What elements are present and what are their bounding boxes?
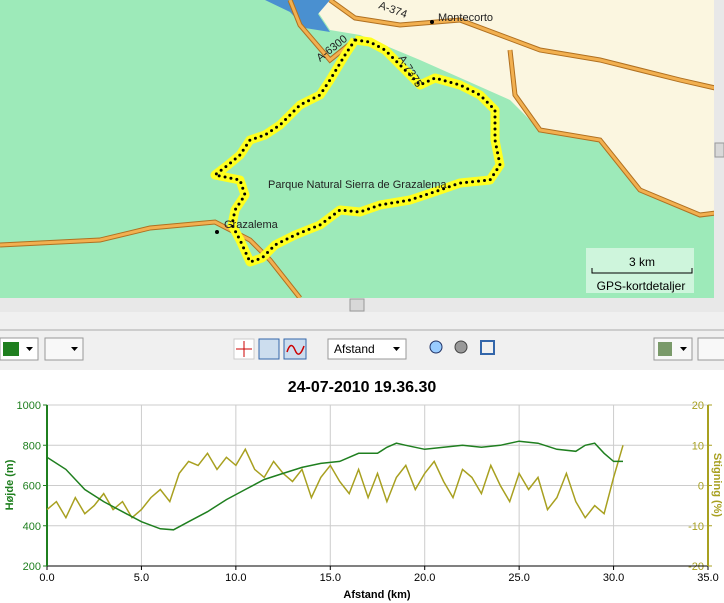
x-tick-label: 10.0 <box>225 572 246 584</box>
y2-tick-label: -10 <box>688 521 704 533</box>
x-tick-label: 30.0 <box>603 572 624 584</box>
y-tick-label: 400 <box>23 521 41 533</box>
y-axis-label: Højde (m) <box>4 459 16 510</box>
y2-tick-label: -20 <box>688 561 704 573</box>
toolbar: Afstand <box>0 312 724 370</box>
y-tick-label: 600 <box>23 481 41 493</box>
zoom-fit[interactable] <box>480 340 495 355</box>
scale-box <box>586 248 694 293</box>
y-tick-label: 200 <box>23 561 41 573</box>
chart-bg <box>0 370 724 603</box>
map-view[interactable]: A-374 Montecorto A-6300 A-7375 Parque Na… <box>0 0 724 312</box>
scroll-thumb[interactable] <box>714 142 724 158</box>
x-tick-label: 35.0 <box>697 572 718 584</box>
roads <box>0 0 724 299</box>
park-label: Parque Natural Sierra de Grazalema <box>268 179 447 191</box>
dropdown-arrow <box>26 347 33 351</box>
extra-button[interactable] <box>697 337 724 361</box>
land-area <box>310 0 724 215</box>
series-line <box>46 440 623 531</box>
scale-bar <box>591 268 693 274</box>
place-label: Grazalema <box>224 219 279 231</box>
profile-chart: 24-07-2010 19.36.30 Afstand (km) Højde (… <box>0 370 724 603</box>
x-tick-label: 25.0 <box>508 572 529 584</box>
y-tick-label: 1000 <box>17 400 41 412</box>
measure-label: Afstand <box>334 342 375 356</box>
scroll-thumb[interactable] <box>349 298 365 312</box>
chart-title: 24-07-2010 19.36.30 <box>288 379 437 396</box>
y2-tick-label: 10 <box>692 440 704 452</box>
zoom-in[interactable] <box>429 340 443 354</box>
dropdown-arrow <box>680 347 687 351</box>
color-swatch <box>3 342 19 356</box>
x-tick-label: 5.0 <box>134 572 149 584</box>
place-label: Montecorto <box>438 12 493 24</box>
split-button[interactable] <box>258 338 280 360</box>
x-tick-label: 20.0 <box>414 572 435 584</box>
menu-button[interactable] <box>44 337 84 361</box>
y-tick-label: 800 <box>23 440 41 452</box>
x-tick-label: 15.0 <box>320 572 341 584</box>
town-dot <box>430 20 434 24</box>
measure-select[interactable] <box>327 338 407 360</box>
icon <box>286 344 305 355</box>
map-detail[interactable]: GPS-kortdetaljer <box>597 279 686 293</box>
x-axis-label: Afstand (km) <box>343 589 411 601</box>
series-line <box>46 445 624 520</box>
x-tick-label: 0.0 <box>39 572 54 584</box>
gps-track <box>210 35 505 267</box>
town-dot <box>215 230 219 234</box>
icon <box>658 342 672 356</box>
y2-tick-label: 0 <box>698 481 704 493</box>
dropdown-arrow <box>393 347 400 351</box>
y2-tick-label: 20 <box>692 400 704 412</box>
dropdown-arrow <box>71 347 78 351</box>
scale-label: 3 km <box>629 255 655 269</box>
y2-axis-label: Stigning (%) <box>711 453 723 517</box>
zoom-out[interactable] <box>454 340 468 354</box>
